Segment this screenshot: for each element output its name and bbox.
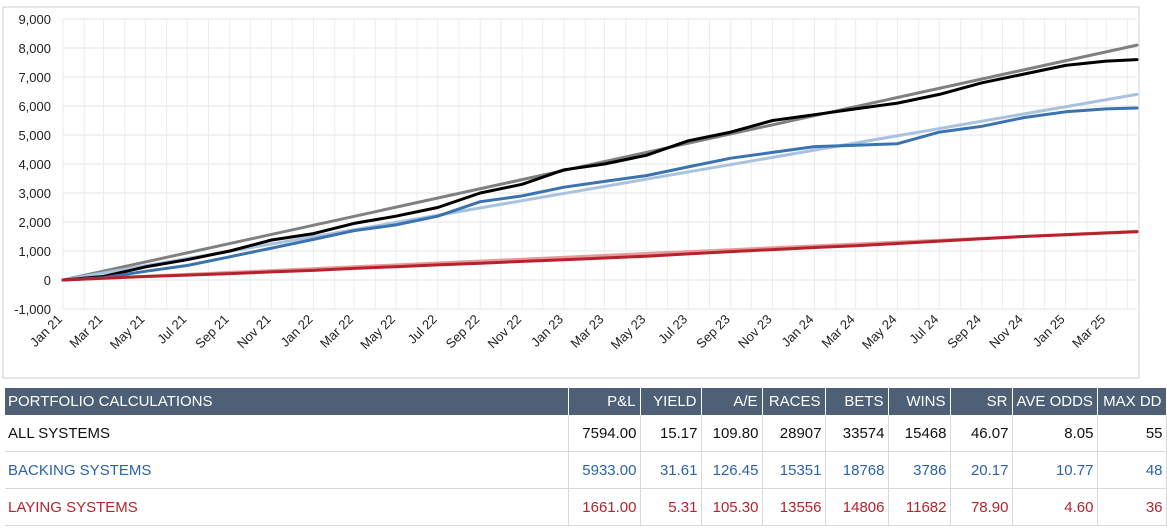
x-tick-label: May 23 (608, 312, 649, 353)
table-row-all-systems: ALL SYSTEMS 7594.00 15.17 109.80 28907 3… (5, 415, 1167, 452)
y-tick-label: 2,000 (18, 215, 51, 230)
cell-wins: 15468 (888, 415, 951, 452)
x-tick-label: Jan 22 (277, 312, 315, 350)
cell-pnl: 1661.00 (568, 488, 641, 526)
x-tick-label: May 24 (859, 312, 900, 353)
header-yield: YIELD (640, 388, 702, 415)
y-tick-label: 8,000 (18, 41, 51, 56)
series-line-backing-systems (61, 106, 1139, 282)
cell-ae: 126.45 (701, 451, 763, 489)
row-label: LAYING SYSTEMS (5, 488, 569, 526)
cell-max-dd: 48 (1097, 451, 1167, 489)
x-tick-label: Jul 22 (405, 312, 440, 347)
cell-pnl: 7594.00 (568, 415, 641, 452)
cell-wins: 11682 (888, 488, 951, 526)
cell-ae: 105.30 (701, 488, 763, 526)
x-tick-label: May 22 (357, 312, 398, 353)
y-tick-label: 1,000 (18, 244, 51, 259)
x-tick-label: Jan 25 (1030, 312, 1068, 350)
cell-yield: 15.17 (640, 415, 702, 452)
pnl-chart-svg: -1,000 0 1,000 2,000 3,000 4,000 5,000 6,000 7,0… (2, 6, 1140, 379)
x-tick-label: Sep 22 (443, 312, 483, 352)
x-tick-label: Nov 22 (484, 312, 524, 352)
x-tick-label: Nov 23 (735, 312, 775, 352)
x-tick-label: Sep 23 (693, 312, 733, 352)
header-bets: BETS (825, 388, 889, 415)
row-label: ALL SYSTEMS (5, 415, 569, 452)
x-tick-label: Mar 21 (66, 312, 105, 351)
x-tick-label: Mar 22 (317, 312, 356, 351)
x-tick-label: Mar 25 (1069, 312, 1108, 351)
cell-ave-odds: 8.05 (1012, 415, 1098, 452)
x-tick-label: Jul 21 (154, 312, 189, 347)
cell-wins: 3786 (888, 451, 951, 489)
cell-races: 28907 (762, 415, 826, 452)
x-tick-label: Nov 21 (234, 312, 274, 352)
table-row-laying-systems: LAYING SYSTEMS 1661.00 5.31 105.30 13556… (5, 488, 1167, 526)
cell-bets: 18768 (825, 451, 889, 489)
x-tick-label: Nov 24 (986, 312, 1026, 352)
y-tick-label: 5,000 (18, 128, 51, 143)
x-tick-label: Jan 21 (27, 312, 65, 350)
y-tick-label: 3,000 (18, 186, 51, 201)
series-line-laying-systems (61, 230, 1139, 282)
cell-races: 13556 (762, 488, 826, 526)
header-pnl: P&L (568, 388, 641, 415)
cell-sr: 20.17 (950, 451, 1013, 489)
x-tick-label: Jul 24 (906, 312, 941, 347)
cell-bets: 33574 (825, 415, 889, 452)
header-ae: A/E (701, 388, 763, 415)
header-races: RACES (762, 388, 826, 415)
x-tick-label: Mar 24 (819, 312, 858, 351)
cell-ave-odds: 10.77 (1012, 451, 1098, 489)
cell-sr: 78.90 (950, 488, 1013, 526)
cell-ae: 109.80 (701, 415, 763, 452)
table-row-backing-systems: BACKING SYSTEMS 5933.00 31.61 126.45 153… (5, 451, 1167, 489)
y-tick-label: -1,000 (14, 302, 51, 317)
header-ave-odds: AVE ODDS (1012, 388, 1098, 415)
y-tick-label: 4,000 (18, 157, 51, 172)
cell-max-dd: 36 (1097, 488, 1167, 526)
y-tick-label: 0 (44, 273, 51, 288)
x-tick-label: Jan 24 (778, 312, 816, 350)
portfolio-table: PORTFOLIO CALCULATIONS P&L YIELD A/E RAC… (5, 388, 1167, 526)
pnl-chart: -1,000 0 1,000 2,000 3,000 4,000 5,000 6,000 7,0… (2, 6, 1140, 379)
y-tick-label: 9,000 (18, 12, 51, 27)
cell-bets: 14806 (825, 488, 889, 526)
y-tick-label: 6,000 (18, 99, 51, 114)
cell-sr: 46.07 (950, 415, 1013, 452)
cell-yield: 5.31 (640, 488, 702, 526)
header-portfolio-calculations: PORTFOLIO CALCULATIONS (5, 388, 569, 415)
row-label: BACKING SYSTEMS (5, 451, 569, 489)
header-wins: WINS (888, 388, 951, 415)
chart-frame (2, 6, 1140, 379)
header-sr: SR (950, 388, 1013, 415)
x-tick-label: Sep 24 (944, 312, 984, 352)
cell-races: 15351 (762, 451, 826, 489)
x-tick-label: May 21 (107, 312, 148, 353)
series-line-all-systems (61, 58, 1139, 282)
table-header-row: PORTFOLIO CALCULATIONS P&L YIELD A/E RAC… (5, 388, 1167, 415)
y-tick-label: 7,000 (18, 70, 51, 85)
header-max-dd: MAX DD (1097, 388, 1167, 415)
cell-ave-odds: 4.60 (1012, 488, 1098, 526)
x-tick-label: Jul 23 (655, 312, 690, 347)
trend-line-all (61, 43, 1139, 282)
x-tick-label: Sep 21 (192, 312, 232, 352)
x-tick-label: Jan 23 (528, 312, 566, 350)
cell-pnl: 5933.00 (568, 451, 641, 489)
x-tick-label: Mar 23 (567, 312, 606, 351)
cell-max-dd: 55 (1097, 415, 1167, 452)
cell-yield: 31.61 (640, 451, 702, 489)
